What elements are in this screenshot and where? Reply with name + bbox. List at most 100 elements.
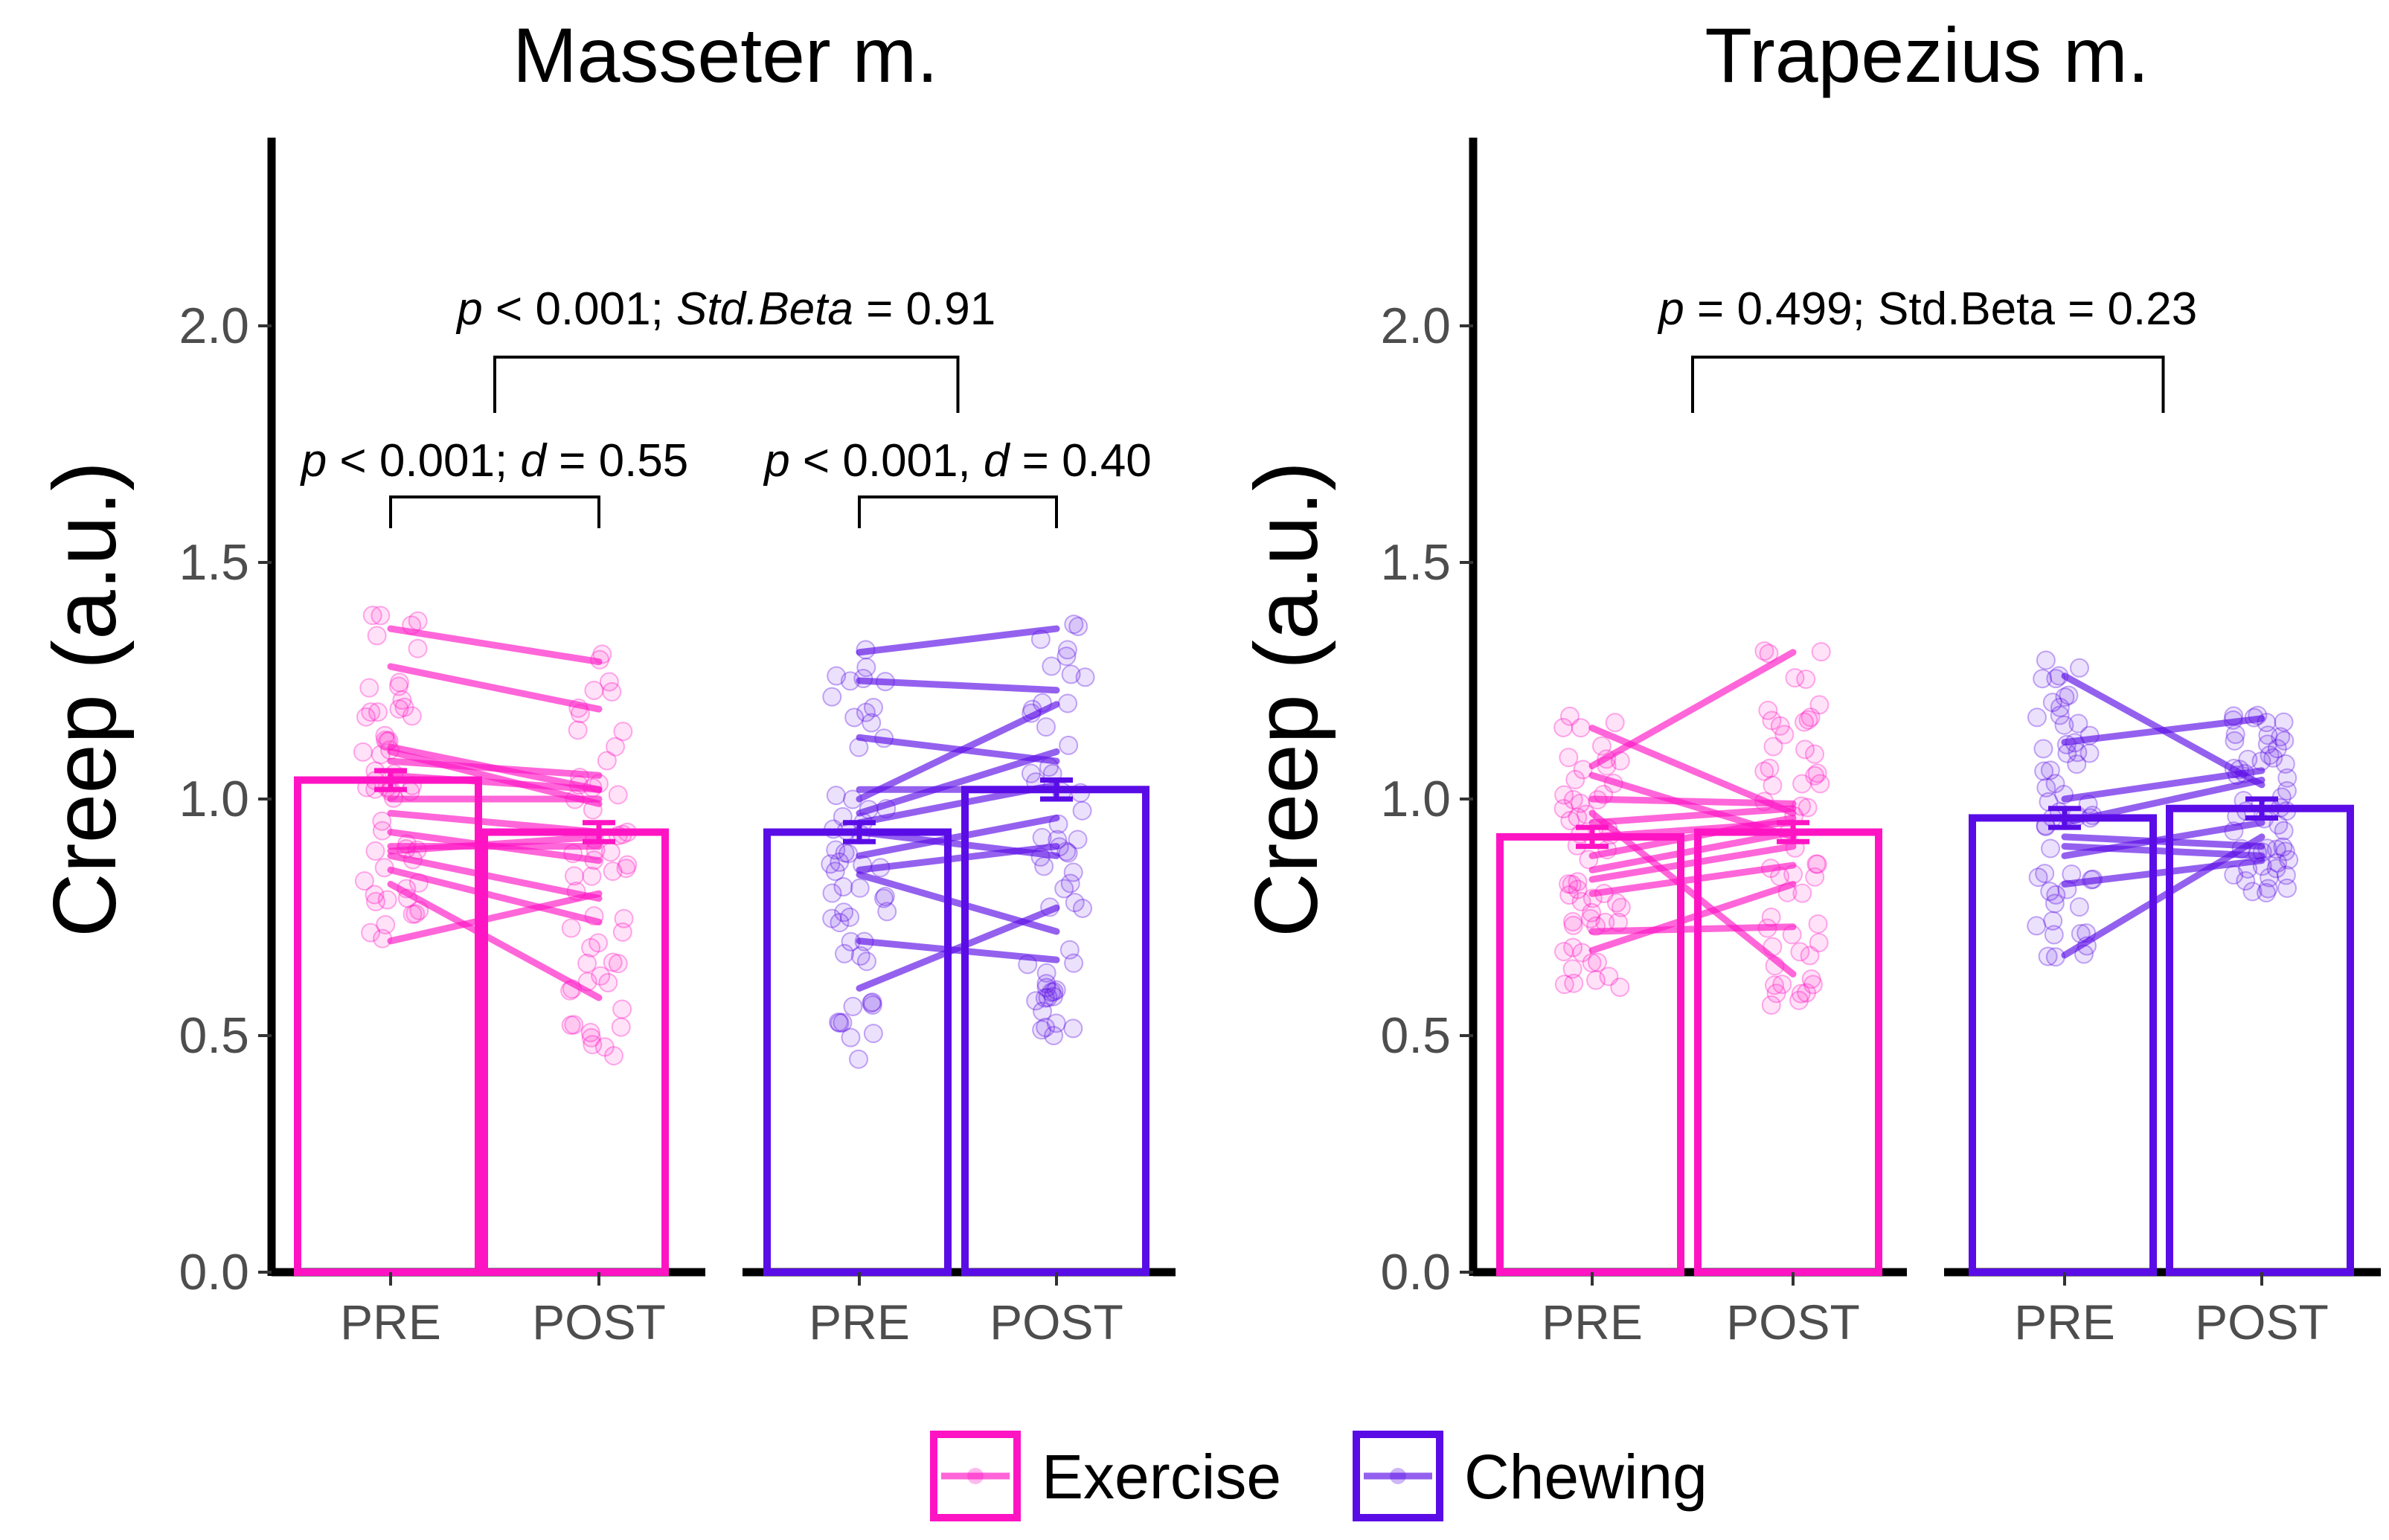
data-point [1611, 897, 1631, 917]
paired-line [2061, 857, 2265, 888]
data-point [1587, 952, 1607, 972]
data-point [2224, 864, 2244, 885]
data-point [594, 1037, 615, 1057]
data-point [1762, 710, 1782, 731]
group-chewing: PRE POST [1944, 650, 2381, 1350]
data-point [2277, 768, 2297, 788]
data-point [1036, 717, 1056, 737]
significance-bracket-between [493, 356, 960, 413]
data-point [1032, 827, 1052, 847]
data-point [862, 995, 882, 1015]
data-point [1610, 978, 1630, 998]
data-point [376, 914, 396, 934]
data-point [2271, 727, 2291, 747]
data-point [835, 943, 855, 963]
data-point [613, 722, 633, 742]
data-point [616, 859, 636, 879]
data-point [599, 672, 619, 692]
data-point [361, 923, 381, 943]
data-point [2225, 731, 2245, 751]
data-point [1559, 706, 1580, 726]
data-point [371, 606, 391, 626]
paired-line [387, 757, 603, 779]
data-point [1562, 874, 1582, 894]
data-point [2036, 777, 2056, 798]
annotation-segment: d [984, 435, 1011, 487]
data-point [2050, 705, 2070, 725]
data-point [402, 706, 422, 726]
data-point [1796, 669, 1816, 689]
data-point [2263, 748, 2283, 768]
data-point [2040, 760, 2060, 780]
data-point [603, 1046, 623, 1066]
data-point [862, 713, 882, 733]
data-point [597, 751, 617, 771]
paired-line [1588, 829, 1797, 873]
data-point [388, 676, 408, 696]
y-tick-label: 0.0 [179, 1244, 249, 1300]
data-point [1798, 710, 1818, 730]
data-point [618, 855, 638, 875]
data-point [2040, 882, 2060, 902]
data-point [1798, 798, 1818, 818]
data-point [833, 1013, 853, 1033]
data-point [612, 999, 632, 1019]
y-tick-label: 1.0 [179, 771, 249, 827]
paired-line [387, 809, 603, 836]
data-point [1056, 841, 1077, 862]
data-point [2067, 754, 2087, 774]
data-point [602, 681, 622, 702]
data-point [366, 891, 386, 911]
annotation-segment: = 0.55 [546, 435, 688, 487]
y-tick-label: 2.0 [179, 298, 249, 354]
data-point [2276, 865, 2296, 885]
data-point [1061, 664, 1081, 684]
data-point [581, 937, 601, 957]
data-point [1059, 940, 1080, 960]
data-point [877, 902, 897, 922]
data-point [2069, 897, 2089, 917]
data-point [1075, 667, 1095, 687]
data-point [2038, 946, 2058, 966]
data-point [589, 933, 609, 953]
data-point [1809, 933, 1829, 953]
legend-key [930, 1431, 1021, 1521]
data-point [1790, 942, 1810, 962]
data-point [2027, 916, 2047, 936]
group-exercise: PRE POST [272, 606, 705, 1350]
data-point [863, 697, 883, 717]
data-point [608, 954, 628, 974]
annotation-segment: < 0.001; [483, 283, 676, 335]
data-point [568, 720, 588, 740]
paired-line [2061, 715, 2265, 746]
data-point [1772, 975, 1792, 995]
data-point [875, 886, 895, 906]
data-point [403, 904, 423, 924]
data-point [1553, 717, 1574, 737]
data-point [1792, 883, 1812, 903]
data-point [2041, 838, 2061, 859]
data-point [2279, 850, 2299, 870]
data-point [821, 854, 841, 874]
data-point [1044, 981, 1064, 1001]
data-point [577, 953, 597, 973]
paired-line [856, 904, 1060, 992]
annotation-segment: = 0.91 [853, 283, 995, 335]
data-point [1800, 708, 1821, 728]
data-point [1068, 617, 1088, 637]
data-point [1043, 986, 1063, 1007]
data-point [822, 883, 842, 903]
data-point [2275, 754, 2295, 774]
data-point [367, 626, 387, 646]
data-point [377, 890, 397, 910]
x-tick-label: POST [1726, 1294, 1860, 1350]
data-point [1785, 668, 1805, 688]
data-point [581, 1027, 601, 1047]
data-point [2238, 749, 2258, 769]
data-point [2028, 867, 2048, 888]
data-point [603, 952, 623, 972]
paired-line [2061, 833, 2265, 959]
data-point [1073, 898, 1093, 918]
y-tick-label: 2.0 [1380, 298, 1451, 354]
data-point [1585, 970, 1606, 990]
